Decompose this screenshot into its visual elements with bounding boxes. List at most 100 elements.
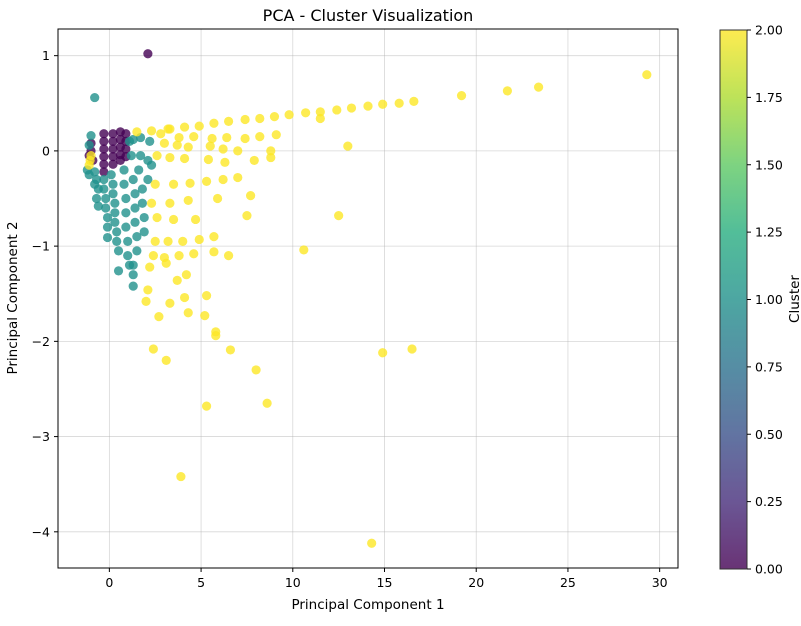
cluster-1-point — [113, 246, 124, 256]
cluster-2-point — [262, 398, 272, 408]
cluster-1-point — [143, 174, 153, 185]
grid-lines — [58, 29, 678, 568]
cluster-2-point — [172, 275, 182, 286]
cluster-2-point — [343, 141, 353, 151]
cluster-1-point — [128, 270, 138, 280]
y-tick-label: −2 — [32, 334, 50, 349]
cluster-2-point — [367, 538, 377, 548]
cluster-1-point — [134, 165, 144, 175]
cluster-2-point — [146, 198, 157, 208]
cluster-2-point — [165, 298, 175, 308]
cluster-2-point — [409, 96, 419, 106]
cluster-2-point — [212, 193, 223, 204]
cluster-2-point — [159, 138, 169, 148]
cluster-1-point — [130, 203, 140, 213]
cluster-1-point — [86, 131, 96, 141]
cluster-1-point — [99, 174, 109, 185]
cluster-2-point — [85, 155, 95, 166]
cluster-2-point — [332, 105, 342, 115]
cluster-1-point — [84, 140, 94, 150]
cluster-2-point — [146, 126, 157, 136]
cluster-2-point — [218, 174, 228, 185]
cluster-2-point — [346, 103, 357, 113]
cluster-0-point — [108, 136, 118, 146]
scatter-points — [82, 49, 652, 548]
cluster-1-point — [102, 212, 113, 223]
cluster-1-point — [123, 251, 133, 261]
cluster-0-point — [121, 144, 131, 154]
cluster-1-point — [108, 189, 118, 199]
cluster-2-point — [218, 144, 228, 154]
cluster-2-point — [194, 121, 204, 131]
colorbar-tick-label: 1.00 — [755, 292, 783, 307]
colorbar-tick-label: 2.00 — [755, 23, 783, 38]
colorbar-tick-label: 0.50 — [755, 427, 783, 442]
cluster-2-point — [642, 70, 652, 80]
cluster-2-point — [148, 344, 158, 354]
cluster-2-point — [207, 133, 217, 144]
cluster-2-point — [209, 118, 219, 128]
cluster-2-point — [225, 345, 236, 355]
cluster-2-point — [165, 152, 175, 163]
cluster-1-point — [123, 236, 133, 246]
cluster-2-point — [168, 214, 179, 225]
x-tick-label: 20 — [468, 575, 484, 590]
cluster-2-point — [220, 157, 230, 167]
cluster-1-point — [119, 179, 129, 189]
cluster-1-point — [101, 203, 111, 213]
cluster-2-point — [174, 132, 184, 143]
cluster-1-point — [112, 236, 122, 246]
cluster-2-point — [233, 172, 243, 183]
cluster-2-point — [141, 296, 151, 306]
cluster-2-point — [143, 285, 153, 295]
cluster-2-point — [378, 348, 388, 358]
colorbar-tick-label: 1.50 — [755, 157, 783, 172]
cluster-2-point — [223, 116, 234, 126]
cluster-2-point — [150, 236, 160, 246]
cluster-0-point — [99, 129, 109, 139]
cluster-2-point — [168, 179, 179, 189]
cluster-0-point — [108, 152, 118, 162]
y-tick-label: −4 — [32, 524, 50, 539]
cluster-2-point — [301, 108, 311, 118]
cluster-2-point — [378, 99, 388, 109]
cluster-2-point — [201, 401, 212, 411]
cluster-2-point — [251, 365, 261, 375]
cluster-1-point — [119, 165, 129, 175]
cluster-2-point — [266, 152, 276, 163]
cluster-2-point — [240, 114, 250, 125]
cluster-2-point — [181, 270, 192, 280]
cluster-2-point — [271, 130, 281, 140]
cluster-1-point — [128, 174, 138, 185]
cluster-2-point — [178, 236, 188, 246]
cluster-2-point — [161, 258, 171, 268]
plot-background — [58, 29, 678, 568]
cluster-2-point — [233, 146, 243, 156]
cluster-1-point — [99, 184, 109, 194]
cluster-2-point — [205, 141, 215, 151]
cluster-2-point — [363, 101, 373, 111]
cluster-0-point — [99, 136, 109, 146]
x-tick-label: 15 — [377, 575, 393, 590]
y-axis-title: Principal Component 2 — [5, 221, 21, 374]
cluster-1-point — [132, 246, 142, 256]
cluster-2-point — [209, 247, 219, 257]
colorbar-tick-label: 0.00 — [755, 562, 783, 577]
x-tick-label: 25 — [560, 575, 576, 590]
x-tick-label: 10 — [285, 575, 301, 590]
y-tick-label: 1 — [42, 48, 50, 63]
cluster-2-point — [145, 262, 155, 272]
cluster-2-point — [165, 124, 175, 134]
x-tick-label: 5 — [197, 575, 205, 590]
cluster-2-point — [179, 292, 190, 303]
y-tick-label: 0 — [42, 143, 50, 158]
plot-area: 0 5 10 15 20 25 30 10−1−2−3−4 — [32, 28, 679, 590]
cluster-1-point — [121, 193, 131, 204]
colorbar-tick-label: 1.25 — [755, 225, 783, 240]
cluster-2-point — [190, 214, 201, 225]
cluster-2-point — [189, 132, 199, 142]
cluster-2-point — [255, 132, 265, 142]
cluster-1-point — [121, 208, 131, 218]
cluster-2-point — [211, 331, 221, 341]
cluster-0-point — [99, 167, 109, 177]
